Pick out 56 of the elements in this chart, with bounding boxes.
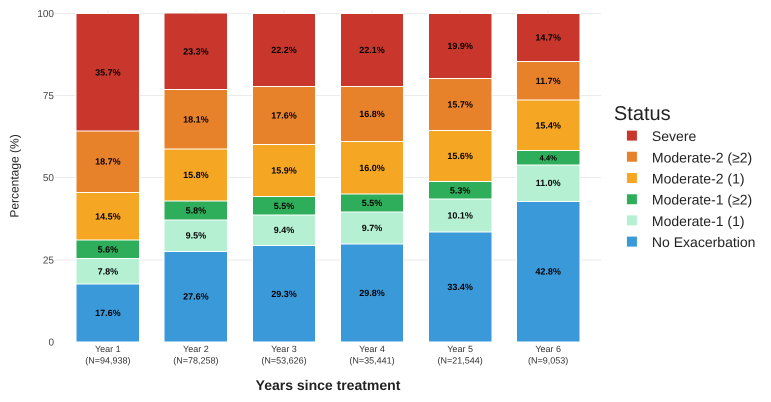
data-label: 14.5% [95, 211, 121, 222]
data-label: 15.7% [447, 100, 473, 110]
data-label: 29.8% [359, 288, 385, 298]
data-label: 23.3% [183, 46, 209, 56]
data-label: 16.0% [359, 162, 385, 173]
legend-label: Severe [652, 128, 696, 144]
data-label: 17.6% [95, 308, 121, 318]
data-label: 9.7% [362, 223, 382, 234]
x-axis-title: Years since treatment [256, 377, 401, 393]
data-label: 15.9% [271, 166, 297, 176]
legend-label: Moderate-2 (≥2) [652, 149, 752, 166]
data-label: 4.4% [539, 153, 558, 162]
data-label: 7.8% [98, 266, 118, 276]
y-tick-label: 100 [37, 8, 54, 20]
x-tick-label: Year 1 (N=94,938) [85, 344, 130, 366]
data-label: 5.3% [450, 185, 470, 196]
x-tick-label: Year 4 (N=35,441) [349, 344, 395, 366]
data-label: 15.8% [183, 170, 209, 180]
x-tick-label: Year 5 (N=21,544) [437, 344, 483, 366]
legend-label: Moderate-1 (1) [652, 212, 745, 229]
data-label: 19.9% [447, 40, 473, 51]
legend-label: Moderate-1 (≥2) [652, 192, 752, 208]
data-label: 9.5% [186, 230, 206, 241]
data-label: 33.4% [447, 282, 473, 292]
data-label: 14.7% [535, 32, 561, 42]
data-label: 5.5% [362, 198, 382, 208]
data-label: 35.7% [95, 67, 121, 78]
data-label: 15.6% [447, 150, 473, 161]
y-tick-label: 0 [48, 338, 54, 348]
data-label: 22.1% [359, 44, 385, 55]
data-label: 11.0% [536, 178, 561, 188]
y-axis-title: Percentage (%) [8, 134, 22, 218]
data-label: 16.8% [359, 108, 385, 119]
legend-title: Status [614, 103, 671, 125]
data-label: 29.3% [271, 288, 297, 299]
x-tick-label: Year 2 (N=78,258) [173, 344, 219, 366]
data-label: 22.2% [271, 45, 297, 56]
data-label: 27.6% [183, 292, 209, 302]
data-label: 10.1% [447, 210, 473, 221]
data-label: 9.4% [274, 225, 294, 236]
y-tick-label: 75 [42, 90, 54, 102]
data-label: 11.7% [536, 76, 561, 86]
legend-label: No Exacerbation [652, 234, 756, 250]
data-label: 5.5% [274, 200, 294, 211]
data-label: 5.8% [186, 206, 206, 216]
x-tick-label: Year 6 (N=9,053) [528, 344, 568, 366]
data-label: 18.1% [183, 114, 209, 124]
data-label: 42.8% [535, 266, 561, 277]
data-label: 18.7% [95, 156, 121, 167]
legend-label: Moderate-2 (1) [652, 170, 745, 186]
y-tick-label: 25 [42, 255, 54, 266]
y-tick-label: 50 [42, 173, 54, 184]
data-label: 17.6% [271, 110, 297, 121]
data-label: 15.4% [535, 120, 561, 130]
x-tick-label: Year 3 (N=53,626) [261, 344, 307, 366]
data-label: 5.6% [98, 244, 118, 254]
